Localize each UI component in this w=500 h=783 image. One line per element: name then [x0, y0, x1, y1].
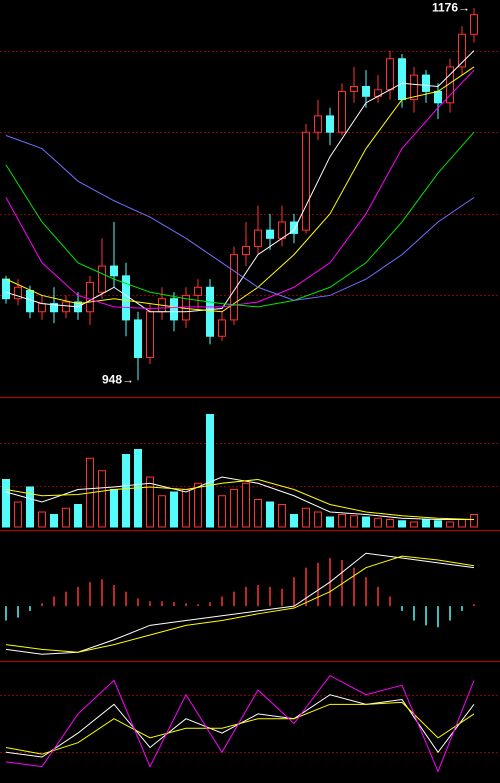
indicator-line [5, 66, 475, 313]
indicator-line [5, 135, 475, 301]
volume-bar [2, 479, 10, 528]
candle-body [458, 33, 466, 68]
volume-bar [350, 515, 358, 528]
candle-body [278, 221, 286, 239]
volume-bar [206, 414, 214, 528]
candle-body [446, 66, 454, 104]
candle-body [422, 74, 430, 92]
indicator-line [5, 552, 475, 655]
volume-bar [374, 517, 382, 528]
volume-bar [410, 521, 418, 528]
candle-body [26, 290, 34, 313]
volume-bar [14, 501, 22, 528]
volume-bar [326, 516, 334, 528]
volume-bar [398, 520, 406, 528]
candle-body [230, 254, 238, 321]
candle-body [110, 265, 118, 277]
candle-body [86, 281, 94, 313]
candle-body [50, 303, 58, 313]
candle-body [218, 319, 226, 337]
candle-body [62, 301, 70, 313]
volume-bar [290, 514, 298, 528]
candle-body [266, 229, 274, 239]
volume-bar [386, 519, 394, 528]
candle-body [170, 298, 178, 321]
volume-bar [122, 454, 130, 528]
indicator-line [5, 555, 475, 653]
volume-bar [38, 511, 46, 528]
volume-bar [158, 495, 166, 528]
annotation: 948→ [102, 372, 134, 386]
candle-body [194, 286, 202, 296]
volume-bar [182, 489, 190, 528]
indicator-line [5, 50, 475, 313]
candle-body [206, 286, 214, 337]
volume-bar [98, 470, 106, 528]
volume-bar [446, 521, 454, 528]
candle-body [290, 221, 298, 234]
volume-bar [458, 519, 466, 528]
candle-body [470, 14, 478, 35]
volume-bar [422, 519, 430, 528]
indicator-line [5, 69, 475, 309]
candle-body [326, 115, 334, 133]
volume-bar [242, 482, 250, 528]
indicator-line [5, 478, 475, 520]
volume-bar [362, 516, 370, 528]
volume-bar [314, 511, 322, 528]
volume-bar [254, 499, 262, 528]
candle-body [434, 90, 442, 104]
volume-bar [62, 507, 70, 528]
candle-body [14, 286, 22, 300]
volume-bar [278, 504, 286, 528]
indicator-line [5, 131, 475, 308]
indicator-line [5, 674, 475, 773]
candle-body [362, 86, 370, 97]
volume-bar [218, 495, 226, 528]
volume-bar [74, 504, 82, 528]
volume-bar [230, 489, 238, 528]
candle-body [38, 303, 46, 313]
volume-bar [50, 514, 58, 528]
volume-bar [470, 514, 478, 528]
candle-body [350, 86, 358, 92]
volume-bar [110, 489, 118, 528]
volume-bar [194, 482, 202, 528]
candle-body [98, 265, 106, 293]
candle-body [338, 90, 346, 133]
annotation: 1176→ [432, 0, 470, 14]
volume-bar [338, 514, 346, 528]
candle-body [386, 58, 394, 91]
volume-bar [26, 486, 34, 528]
indicator-line [5, 476, 474, 520]
candle-body [302, 131, 310, 231]
indicator-line [5, 701, 475, 755]
volume-bar [434, 520, 442, 528]
candle-body [2, 278, 10, 300]
candle-body [146, 311, 154, 358]
volume-bar [302, 507, 310, 528]
candle-body [134, 319, 142, 358]
candle-body [410, 74, 418, 101]
candle-body [254, 229, 262, 247]
candle-body [314, 115, 322, 133]
volume-bar [146, 476, 154, 528]
volume-bar [170, 491, 178, 528]
candle-body [398, 58, 406, 101]
candle-body [242, 245, 250, 256]
volume-bar [266, 501, 274, 528]
